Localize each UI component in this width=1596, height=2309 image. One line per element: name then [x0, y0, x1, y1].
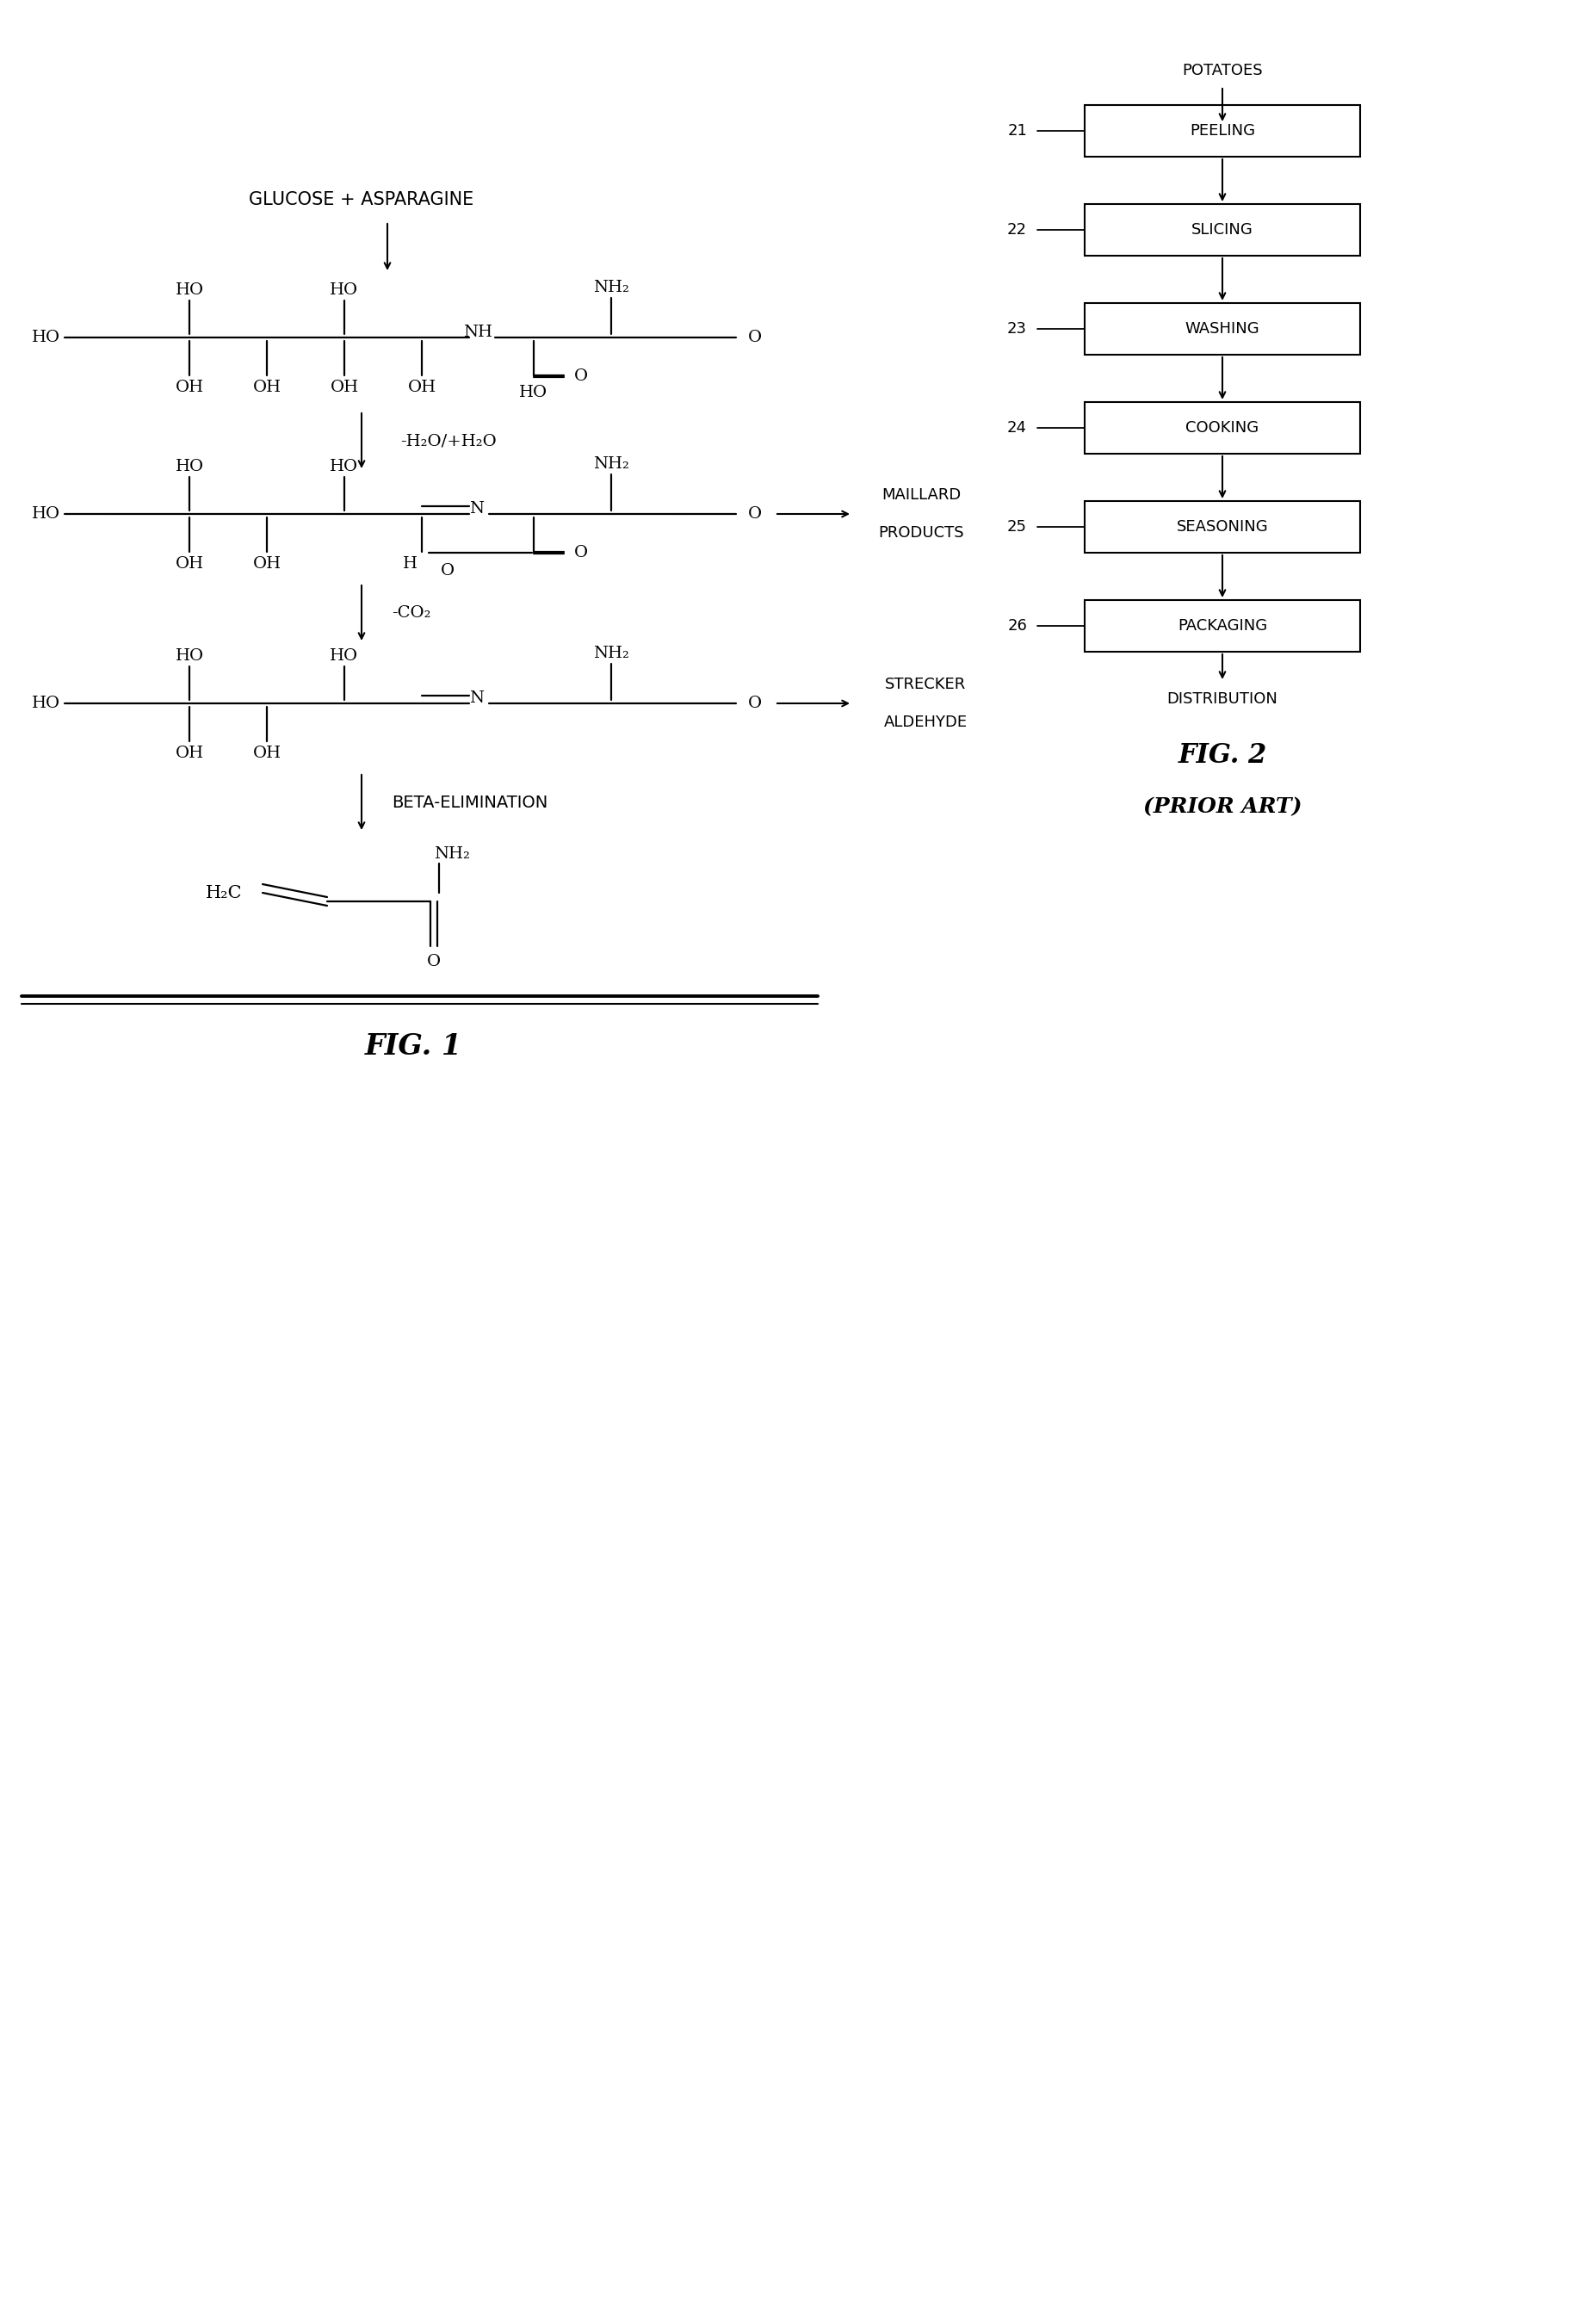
Text: DISTRIBUTION: DISTRIBUTION — [1167, 690, 1278, 707]
Text: O: O — [575, 545, 587, 561]
Text: NH₂: NH₂ — [594, 647, 629, 660]
Text: SEASONING: SEASONING — [1176, 520, 1269, 536]
Text: PRODUCTS: PRODUCTS — [878, 524, 964, 540]
Text: PACKAGING: PACKAGING — [1178, 619, 1267, 633]
Text: OH: OH — [330, 379, 359, 395]
Text: 23: 23 — [1007, 321, 1026, 337]
Text: NH₂: NH₂ — [594, 279, 629, 296]
Text: 21: 21 — [1007, 122, 1026, 139]
Text: HO: HO — [330, 282, 359, 298]
Text: O: O — [749, 695, 761, 711]
Text: N: N — [469, 501, 484, 517]
Text: NH₂: NH₂ — [434, 847, 469, 861]
Text: HO: HO — [32, 330, 61, 346]
Text: O: O — [426, 954, 440, 970]
FancyBboxPatch shape — [1085, 402, 1360, 453]
Text: 25: 25 — [1007, 520, 1026, 536]
Text: OH: OH — [252, 746, 281, 762]
Text: OH: OH — [176, 746, 204, 762]
Text: FIG. 1: FIG. 1 — [364, 1032, 461, 1060]
FancyBboxPatch shape — [1085, 600, 1360, 651]
Text: O: O — [575, 369, 587, 383]
Text: ALDEHYDE: ALDEHYDE — [884, 713, 967, 730]
Text: H: H — [402, 556, 418, 573]
Text: -CO₂: -CO₂ — [391, 605, 431, 621]
Text: N: N — [469, 690, 484, 707]
Text: OH: OH — [176, 556, 204, 573]
Text: OH: OH — [252, 379, 281, 395]
Text: (PRIOR ART): (PRIOR ART) — [1143, 797, 1302, 817]
Text: HO: HO — [330, 459, 359, 473]
Text: HO: HO — [330, 649, 359, 663]
Text: WASHING: WASHING — [1186, 321, 1259, 337]
Text: 24: 24 — [1007, 420, 1026, 436]
Text: HO: HO — [32, 506, 61, 522]
Text: SLICING: SLICING — [1192, 222, 1253, 238]
Text: O: O — [440, 563, 455, 580]
Text: -H₂O/+H₂O: -H₂O/+H₂O — [401, 434, 496, 448]
Text: OH: OH — [252, 556, 281, 573]
Text: HO: HO — [519, 386, 547, 399]
Text: 22: 22 — [1007, 222, 1026, 238]
Text: HO: HO — [32, 695, 61, 711]
Text: 26: 26 — [1007, 619, 1026, 633]
Text: POTATOES: POTATOES — [1183, 62, 1262, 79]
Text: BETA-ELIMINATION: BETA-ELIMINATION — [391, 794, 547, 810]
Text: NH₂: NH₂ — [594, 457, 629, 471]
Text: OH: OH — [407, 379, 436, 395]
FancyBboxPatch shape — [1085, 104, 1360, 157]
FancyBboxPatch shape — [1085, 203, 1360, 256]
Text: O: O — [749, 330, 761, 346]
Text: O: O — [749, 506, 761, 522]
Text: HO: HO — [176, 282, 204, 298]
Text: HO: HO — [176, 649, 204, 663]
Text: H₂C: H₂C — [206, 884, 243, 901]
Text: FIG. 2: FIG. 2 — [1178, 741, 1267, 769]
Text: GLUCOSE + ASPARAGINE: GLUCOSE + ASPARAGINE — [249, 192, 474, 208]
Text: STRECKER: STRECKER — [884, 677, 966, 693]
Text: HO: HO — [176, 459, 204, 473]
Text: MAILLARD: MAILLARD — [881, 487, 961, 503]
FancyBboxPatch shape — [1085, 302, 1360, 356]
Text: OH: OH — [176, 379, 204, 395]
Text: NH: NH — [463, 326, 493, 339]
FancyBboxPatch shape — [1085, 501, 1360, 552]
Text: PEELING: PEELING — [1189, 122, 1254, 139]
Text: COOKING: COOKING — [1186, 420, 1259, 436]
